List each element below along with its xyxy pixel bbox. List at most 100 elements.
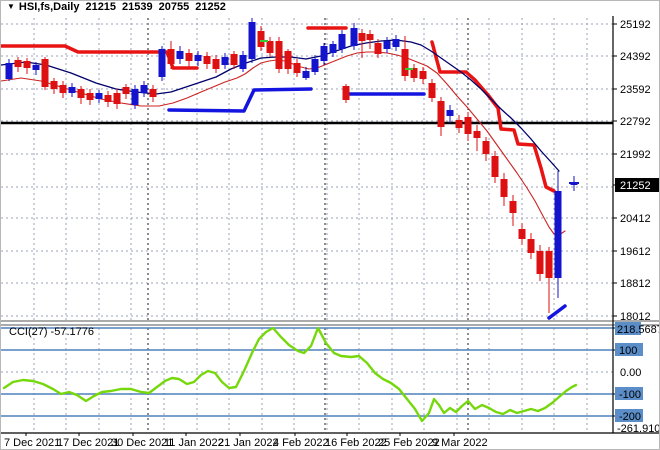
candlestick-bear <box>342 86 350 100</box>
cci-level-badge <box>615 387 643 400</box>
panel-separator <box>1 321 659 325</box>
current-price-badge <box>615 178 659 192</box>
candlestick-bull <box>239 55 247 69</box>
candlestick-bear <box>257 31 265 47</box>
candlestick-bear <box>374 43 382 54</box>
quote-open: 21215 <box>85 1 117 13</box>
cci-level-badge <box>615 322 641 335</box>
price-axis-label: 18812 <box>620 278 651 290</box>
quote-low: 20755 <box>158 1 190 13</box>
cci-level-badge <box>615 343 643 356</box>
candlestick-bear <box>113 93 121 104</box>
candlestick-bear <box>509 201 517 213</box>
candlestick-bull <box>302 71 310 78</box>
candlestick-bear <box>77 89 85 98</box>
candlestick-bear <box>149 89 157 97</box>
candlestick-bear <box>428 83 436 98</box>
candlestick-bull <box>158 49 166 77</box>
candlestick-bear <box>167 49 175 64</box>
candlestick-bull <box>446 110 454 116</box>
current-price-label: 21252 <box>620 180 651 192</box>
moving-average-fast <box>1 51 566 236</box>
candlestick-bear <box>266 41 274 53</box>
candlestick-bear <box>104 95 112 102</box>
price-axis-label: 18012 <box>620 311 651 323</box>
candlestick-bear <box>293 63 301 73</box>
cci-min-label: -261.910 <box>617 423 660 435</box>
candlestick-bear <box>50 81 58 89</box>
candlestick-bear <box>275 41 283 69</box>
candlestick-bull <box>5 63 13 79</box>
date-axis-label: 30 Dec 2021 <box>111 437 173 449</box>
price-axis-label: 20412 <box>620 213 651 225</box>
price-axis-label: 25192 <box>620 19 651 31</box>
candlestick-bull <box>383 41 391 49</box>
candlestick-bear <box>455 120 463 128</box>
date-axis-label: 16 Feb 2022 <box>325 437 387 449</box>
candlestick-bull <box>338 34 346 49</box>
quote-close: 21252 <box>195 1 226 13</box>
candlestick-bear <box>284 51 292 69</box>
candlestick-bull <box>194 55 202 61</box>
symbol-period-label: HSI,fs,Daily <box>18 1 80 13</box>
support-line-blue <box>547 304 567 320</box>
candlestick-bull <box>350 28 358 46</box>
candlestick-bear <box>437 101 445 127</box>
cci-panel-label: CCI(27) -57.1776 <box>9 326 94 338</box>
candlestick-bear <box>59 85 67 93</box>
date-axis-label: 17 Dec 2021 <box>57 437 119 449</box>
price-axis-label: 24392 <box>620 51 651 63</box>
candlestick-bear <box>419 71 427 79</box>
candlestick-bear <box>14 60 22 67</box>
resistance-line-red <box>1 44 199 70</box>
candlestick-bull <box>131 89 139 105</box>
candlestick-bull <box>68 87 76 93</box>
candlestick-bear <box>491 156 499 177</box>
cci-level-badge <box>615 409 643 422</box>
candlestick-bear <box>473 131 481 138</box>
price-axis-label: 19612 <box>620 246 651 258</box>
date-axis-label: 7 Dec 2021 <box>4 437 60 449</box>
resistance-line-red <box>430 40 556 193</box>
price-axis-label: 22792 <box>620 116 651 128</box>
quote-high: 21539 <box>122 1 153 13</box>
candlestick-bull <box>311 59 319 72</box>
candlestick-bull <box>248 22 256 59</box>
candlestick-bull <box>554 191 562 278</box>
cci-level-label: -100 <box>619 389 641 401</box>
date-axis-label: 21 Jan 2022 <box>218 437 279 449</box>
candlestick-bear <box>410 68 418 78</box>
candlestick-bear <box>203 56 211 64</box>
price-axis-label: 21992 <box>620 149 651 161</box>
candlestick-bull <box>140 85 148 93</box>
support-line-blue <box>167 87 313 113</box>
candlestick-bear <box>518 229 526 239</box>
cci-max-label: 218.5687 <box>617 324 660 336</box>
chart-info-bar: ▼ HSI,fs,Daily 21215 21539 20755 21252 <box>1 1 659 16</box>
candlestick-bear <box>230 54 238 65</box>
candlestick-bull <box>329 44 337 53</box>
candlestick-bear <box>366 34 374 40</box>
candlestick-bear <box>23 61 31 68</box>
candlestick-bear <box>545 251 553 278</box>
candlestick-bear <box>212 59 220 69</box>
date-axis-label: 9 Mar 2022 <box>432 437 488 449</box>
candlestick-bear <box>185 53 193 61</box>
candlestick-bull <box>392 39 400 47</box>
cci-level-label: -200 <box>619 411 641 423</box>
candlestick-bull <box>221 57 229 65</box>
candlestick-bull <box>176 51 184 59</box>
candlestick-bear <box>464 117 472 134</box>
candlestick-bear <box>122 87 130 94</box>
candlestick-bull <box>320 46 328 61</box>
collapse-triangle-icon[interactable]: ▼ <box>7 2 15 11</box>
date-axis-label: 4 Feb 2022 <box>273 437 329 449</box>
candlestick-bear <box>358 33 366 41</box>
candlestick-bear <box>527 239 535 253</box>
candlestick-bear <box>401 49 409 76</box>
candlestick-bull <box>95 93 103 99</box>
date-axis-label: 11 Jan 2022 <box>164 437 224 449</box>
